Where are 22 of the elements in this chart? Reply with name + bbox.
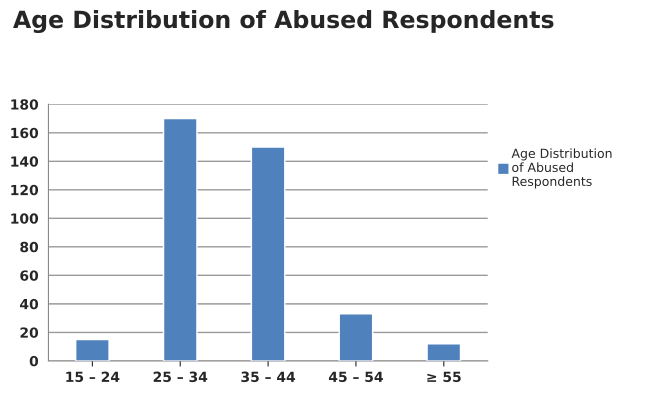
y-tick-label: 140 <box>11 156 38 167</box>
y-tick-label: 20 <box>20 327 38 338</box>
y-tick-label: 120 <box>11 184 38 196</box>
bar <box>74 338 110 361</box>
bar <box>250 146 286 361</box>
legend-label: Age Distribution of Abused Respondents <box>512 148 612 188</box>
x-tick-label: ≥ 55 <box>427 372 461 382</box>
bar <box>162 118 198 361</box>
y-tick-label: 100 <box>11 213 38 224</box>
x-tick-label: 35 – 44 <box>241 372 296 382</box>
x-tick-label: 15 – 24 <box>66 372 120 382</box>
y-tick-label: 60 <box>20 270 38 281</box>
x-tick-label: 45 – 54 <box>328 372 383 382</box>
chart-title: Age Distribution of Abused Respondents <box>13 10 554 34</box>
y-tick-label: 80 <box>20 242 38 252</box>
y-tick-label: 180 <box>11 99 38 110</box>
y-tick-label: 0 <box>30 356 38 366</box>
x-tick-label: 25 – 34 <box>154 372 208 382</box>
y-tick-label: 160 <box>11 128 38 138</box>
bar <box>426 343 462 361</box>
y-tick-label: 40 <box>20 298 38 310</box>
bar <box>338 313 374 361</box>
